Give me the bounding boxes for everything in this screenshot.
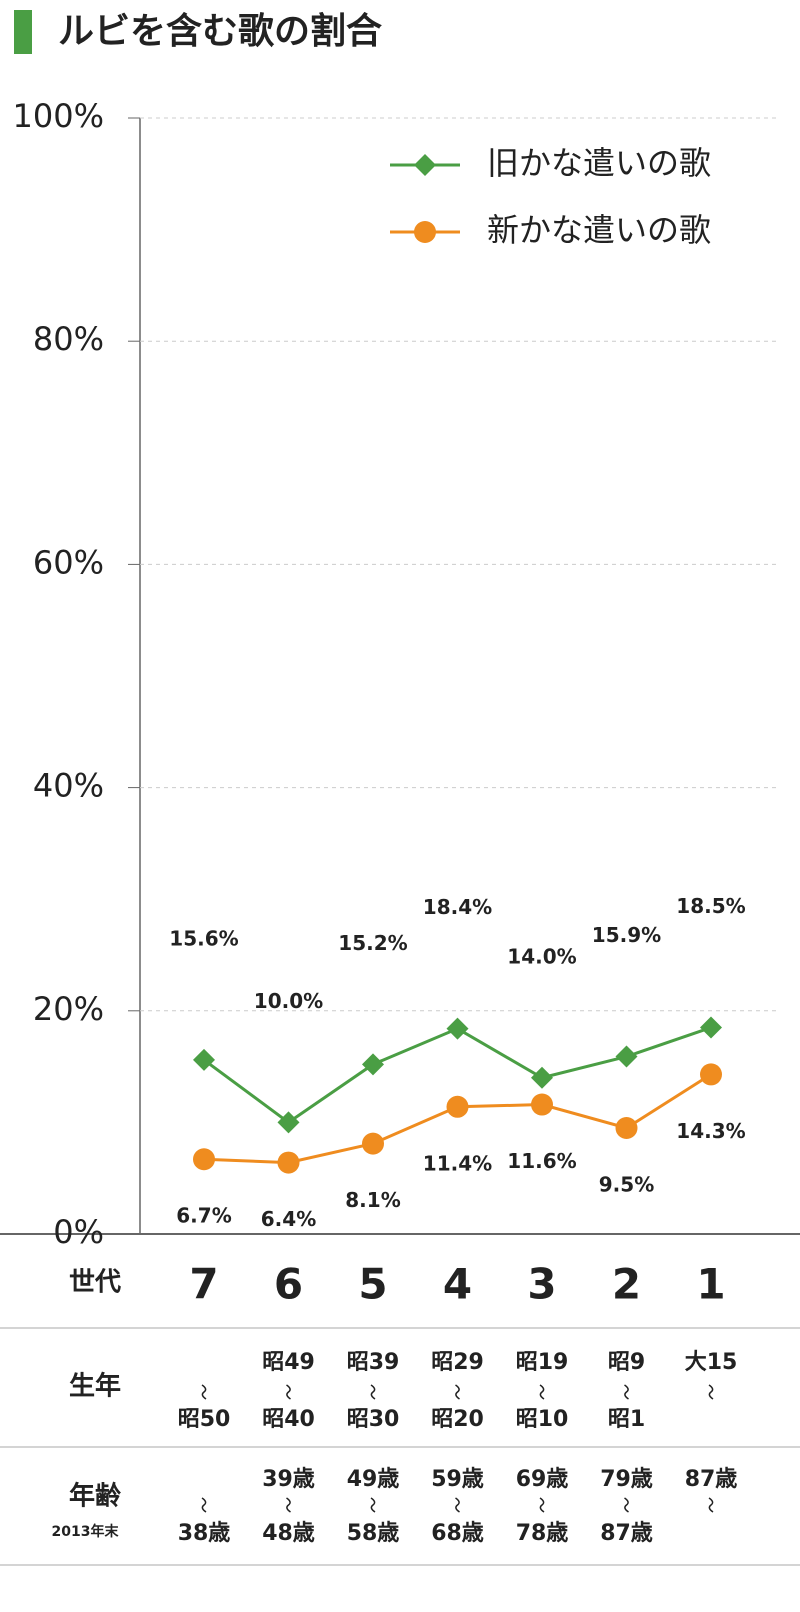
data-label: 10.0% — [254, 989, 323, 1013]
legend-label: 新かな遣いの歌 — [487, 211, 711, 249]
data-point — [615, 1116, 638, 1139]
range-mark — [624, 1497, 629, 1513]
range-mark — [455, 1497, 460, 1513]
data-point — [700, 1063, 722, 1086]
cell: 38歳 — [178, 1521, 231, 1546]
range-mark — [201, 1497, 207, 1513]
legend-label: 旧かな遣いの歌 — [487, 144, 711, 182]
data-label: 15.9% — [592, 923, 661, 947]
data-point — [700, 1016, 722, 1039]
row-header: 生年 — [69, 1371, 121, 1402]
cell: 49歳 — [347, 1467, 400, 1492]
range-mark — [455, 1384, 460, 1400]
cell: 大15 — [685, 1350, 738, 1375]
row-header: 年齢 — [69, 1481, 122, 1512]
cell: 79歳 — [600, 1467, 653, 1492]
data-point — [446, 1095, 469, 1118]
x-tick-label: 6 — [274, 1260, 303, 1309]
y-tick-label: 40% — [33, 767, 104, 805]
data-label: 9.5% — [599, 1172, 654, 1196]
range-mark — [286, 1384, 291, 1400]
y-tick-label: 100% — [13, 97, 104, 135]
range-mark — [539, 1384, 545, 1400]
range-mark — [370, 1384, 376, 1400]
data-label: 18.5% — [676, 894, 745, 918]
x-tick-label: 5 — [358, 1260, 387, 1309]
data-point — [193, 1148, 215, 1171]
cell: 昭49 — [262, 1350, 315, 1375]
data-label: 6.4% — [261, 1207, 316, 1231]
cell: 昭40 — [262, 1407, 315, 1432]
data-point — [362, 1132, 384, 1155]
cell: 昭19 — [516, 1350, 569, 1375]
cell: 昭1 — [608, 1407, 645, 1432]
data-label: 8.1% — [345, 1188, 400, 1212]
x-tick-label: 2 — [612, 1260, 641, 1309]
data-point — [446, 1017, 469, 1040]
legend-marker — [414, 154, 436, 176]
range-mark — [370, 1497, 376, 1513]
x-tick-label: 1 — [696, 1260, 725, 1309]
data-label: 15.6% — [169, 926, 238, 950]
cell: 58歳 — [347, 1521, 400, 1546]
range-mark — [286, 1497, 291, 1513]
row-note: 2013年末 — [52, 1523, 120, 1540]
data-label: 11.4% — [423, 1151, 492, 1175]
range-mark — [539, 1497, 545, 1513]
cell: 59歳 — [431, 1467, 484, 1492]
chart-title: ルビを含む歌の割合 — [58, 11, 382, 52]
cell: 昭29 — [431, 1350, 484, 1375]
cell: 78歳 — [516, 1521, 569, 1546]
data-point — [531, 1093, 553, 1116]
data-point — [277, 1151, 300, 1174]
series-line — [203, 1073, 712, 1165]
y-tick-label: 80% — [33, 320, 104, 358]
title-bar — [14, 10, 32, 54]
cell: 昭10 — [516, 1407, 569, 1432]
y-tick-label: 20% — [33, 990, 104, 1028]
x-tick-label: 3 — [527, 1260, 556, 1309]
y-tick-label: 0% — [53, 1213, 104, 1251]
cell: 87歳 — [600, 1521, 653, 1546]
data-label: 18.4% — [423, 895, 492, 919]
range-mark — [624, 1384, 629, 1400]
data-point — [615, 1045, 638, 1068]
cell: 87歳 — [685, 1467, 738, 1492]
data-point — [362, 1053, 384, 1076]
data-point — [531, 1066, 553, 1089]
data-point — [277, 1111, 300, 1134]
x-tick-label: 4 — [443, 1260, 472, 1309]
legend-marker — [414, 221, 436, 243]
cell: 昭39 — [347, 1350, 400, 1375]
range-mark — [201, 1384, 207, 1400]
cell: 68歳 — [431, 1521, 484, 1546]
cell: 昭9 — [608, 1350, 645, 1375]
cell: 昭20 — [431, 1407, 484, 1432]
cell: 69歳 — [516, 1467, 569, 1492]
data-point — [193, 1048, 215, 1071]
y-tick-label: 60% — [33, 543, 104, 581]
x-tick-label: 7 — [189, 1260, 218, 1309]
range-mark — [708, 1384, 714, 1400]
data-label: 14.3% — [676, 1119, 745, 1143]
cell: 昭30 — [347, 1407, 400, 1432]
data-label: 14.0% — [507, 944, 576, 968]
cell: 48歳 — [262, 1521, 315, 1546]
row-header: 世代 — [69, 1268, 121, 1298]
range-mark — [708, 1497, 714, 1513]
cell: 昭50 — [178, 1407, 231, 1432]
data-label: 15.2% — [338, 931, 407, 955]
data-label: 11.6% — [507, 1149, 576, 1173]
cell: 39歳 — [262, 1467, 315, 1492]
data-label: 6.7% — [176, 1204, 231, 1228]
